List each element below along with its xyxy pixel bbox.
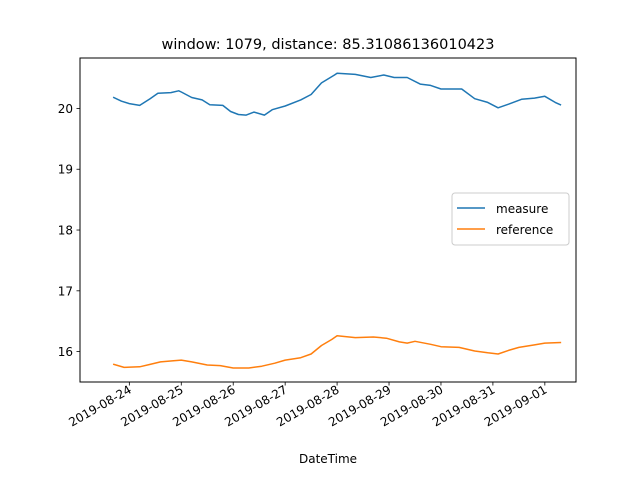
y-tick-label: 16: [58, 345, 73, 359]
y-tick-label: 19: [58, 163, 73, 177]
y-tick-label: 18: [58, 224, 73, 238]
series-layer: [112, 72, 562, 369]
legend: measure reference: [451, 192, 570, 246]
y-tick-label: 17: [58, 284, 73, 298]
plot-frame: [79, 57, 577, 383]
legend-frame: [451, 192, 570, 246]
x-axis-label: DateTime: [299, 452, 357, 466]
series-line-measure: [112, 72, 562, 116]
legend-label-reference: reference: [496, 223, 553, 237]
chart-title: window: 1079, distance: 85.3108613601042…: [162, 37, 495, 53]
series-line-reference: [112, 335, 562, 369]
y-axis: 16 17 18 19 20: [58, 102, 80, 359]
legend-label-measure: measure: [496, 202, 548, 216]
y-tick-label: 20: [58, 102, 73, 116]
